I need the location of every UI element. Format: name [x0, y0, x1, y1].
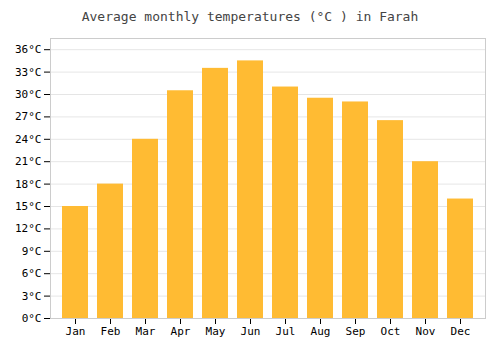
svg-text:24°C: 24°C	[15, 133, 42, 146]
svg-text:15°C: 15°C	[15, 200, 42, 213]
svg-text:Aug: Aug	[311, 325, 331, 338]
svg-text:33°C: 33°C	[15, 66, 42, 79]
svg-text:Oct: Oct	[381, 325, 401, 338]
svg-text:21°C: 21°C	[15, 155, 42, 168]
svg-text:Jan: Jan	[66, 325, 86, 338]
svg-text:Jul: Jul	[276, 325, 296, 338]
svg-text:18°C: 18°C	[15, 178, 42, 191]
svg-text:Sep: Sep	[346, 325, 366, 338]
svg-text:May: May	[206, 325, 226, 338]
svg-text:Nov: Nov	[416, 325, 436, 338]
html-text:Average monthly temperatures (: Average monthly temperatures (°C ) in Fa…	[81, 9, 419, 24]
svg-text:30°C: 30°C	[15, 88, 42, 101]
svg-text:Dec: Dec	[451, 325, 471, 338]
svg-text:Mar: Mar	[136, 325, 156, 338]
svg-text:3°C: 3°C	[22, 290, 42, 303]
svg-text:Jun: Jun	[241, 325, 261, 338]
svg-text:9°C: 9°C	[22, 245, 42, 258]
svg-text:Feb: Feb	[101, 325, 121, 338]
svg-text:Apr: Apr	[171, 325, 191, 338]
svg-text:6°C: 6°C	[22, 267, 42, 280]
svg-text:27°C: 27°C	[15, 110, 42, 123]
svg-text:36°C: 36°C	[15, 43, 42, 56]
svg-text:12°C: 12°C	[15, 222, 42, 235]
svg-text:0°C: 0°C	[22, 312, 42, 325]
